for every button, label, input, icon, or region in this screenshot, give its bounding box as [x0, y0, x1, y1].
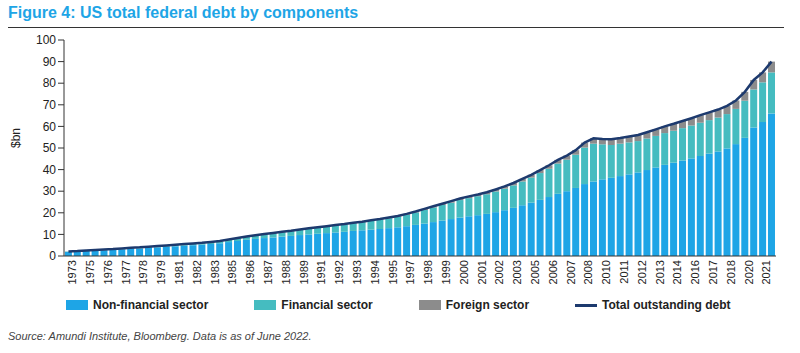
svg-text:$bn: $bn [9, 128, 23, 148]
svg-text:1979: 1979 [155, 260, 167, 284]
svg-text:1988: 1988 [280, 260, 292, 284]
svg-text:2010: 2010 [600, 260, 612, 284]
svg-text:2007: 2007 [565, 260, 577, 284]
svg-text:1994: 1994 [369, 260, 381, 284]
html-text:Total outstanding debt: Total outstanding debt [602, 298, 731, 312]
svg-text:2017: 2017 [707, 260, 719, 284]
svg-text:2013: 2013 [654, 260, 666, 284]
svg-text:2014: 2014 [671, 260, 683, 284]
svg-text:0: 0 [49, 249, 56, 263]
svg-text:70: 70 [43, 98, 57, 112]
svg-text:2002: 2002 [493, 260, 505, 284]
svg-text:1987: 1987 [262, 260, 274, 284]
svg-text:2011: 2011 [618, 260, 630, 284]
svg-text:2003: 2003 [511, 260, 523, 284]
svg-text:1977: 1977 [120, 260, 132, 284]
svg-text:2018: 2018 [725, 260, 737, 284]
svg-text:20: 20 [43, 206, 57, 220]
svg-text:1975: 1975 [84, 260, 96, 284]
svg-text:2000: 2000 [458, 260, 470, 284]
html-text:Non-financial sector: Non-financial sector [93, 298, 209, 312]
svg-text:2005: 2005 [529, 260, 541, 284]
html-text:Foreign sector: Foreign sector [445, 298, 530, 312]
svg-text:2021: 2021 [760, 260, 772, 284]
svg-text:1995: 1995 [387, 260, 399, 284]
svg-text:1998: 1998 [422, 260, 434, 284]
svg-text:50: 50 [43, 141, 57, 155]
svg-text:30: 30 [43, 184, 57, 198]
svg-text:1986: 1986 [244, 260, 256, 284]
svg-text:1976: 1976 [102, 260, 114, 284]
html-text:Financial sector: Financial sector [281, 298, 373, 312]
svg-text:1999: 1999 [440, 260, 452, 284]
svg-text:2012: 2012 [636, 260, 648, 284]
svg-text:1973: 1973 [66, 260, 78, 284]
svg-text:1985: 1985 [226, 260, 238, 284]
svg-text:80: 80 [43, 76, 57, 90]
svg-text:40: 40 [43, 163, 57, 177]
svg-text:1983: 1983 [209, 260, 221, 284]
svg-text:2020: 2020 [743, 260, 755, 284]
svg-text:2008: 2008 [582, 260, 594, 284]
html-text:Figure 4: US total federal deb: Figure 4: US total federal debt by compo… [8, 4, 359, 21]
svg-text:1997: 1997 [404, 260, 416, 284]
svg-text:1981: 1981 [173, 260, 185, 284]
svg-text:2001: 2001 [476, 260, 488, 284]
svg-text:90: 90 [43, 55, 57, 69]
svg-text:1992: 1992 [333, 260, 345, 284]
svg-text:1991: 1991 [315, 260, 327, 284]
svg-text:1982: 1982 [191, 260, 203, 284]
svg-text:60: 60 [43, 120, 57, 134]
svg-text:10: 10 [43, 228, 57, 242]
svg-text:1978: 1978 [137, 260, 149, 284]
svg-text:2016: 2016 [689, 260, 701, 284]
svg-text:2006: 2006 [547, 260, 559, 284]
svg-text:1993: 1993 [351, 260, 363, 284]
svg-text:100: 100 [36, 33, 56, 47]
html-text:Source: Amundi Institute, Bloo: Source: Amundi Institute, Bloomberg. Dat… [8, 330, 312, 342]
svg-text:1989: 1989 [298, 260, 310, 284]
